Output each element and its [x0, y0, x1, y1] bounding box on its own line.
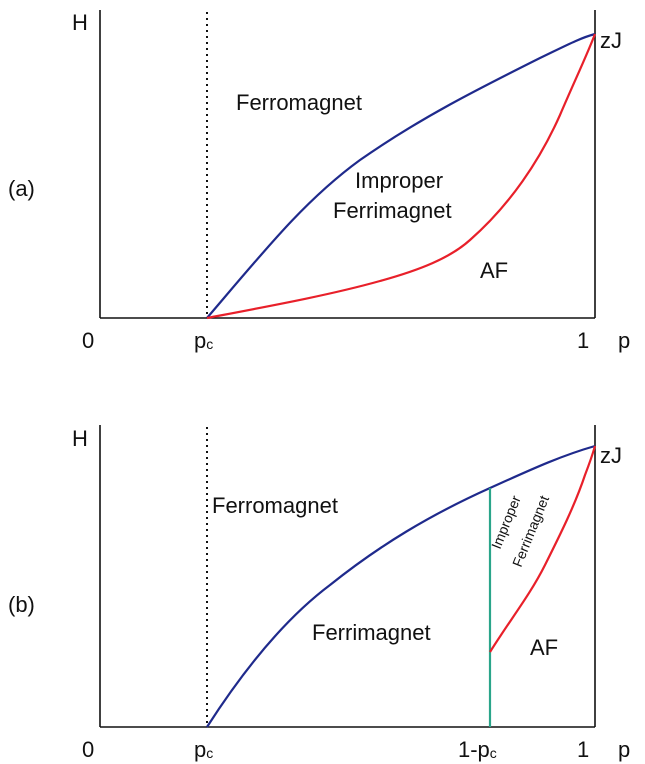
panel-a-improper-label-line1: Improper	[355, 168, 443, 193]
panel-a-pc-main: p	[194, 328, 206, 353]
panel-a-zj-label: zJ	[600, 28, 622, 53]
panel-b-one-label: 1	[577, 737, 589, 762]
panel-b-one-minus-pc-main: 1-p	[458, 737, 490, 762]
panel-b-zj-label: zJ	[600, 443, 622, 468]
panel-a: H (a) zJ Ferromagnet Improper Ferrimagne…	[8, 10, 630, 353]
panel-b-origin-label: 0	[82, 737, 94, 762]
panel-a-pc-subscript: c	[206, 336, 213, 352]
panel-b-pc-subscript: c	[206, 745, 213, 761]
panel-b-ferromagnet-label: Ferromagnet	[212, 493, 338, 518]
panel-a-x-axis-label: p	[618, 328, 630, 353]
panel-b-ferrimagnet-label: Ferrimagnet	[312, 620, 431, 645]
panel-b-one-minus-pc-label: 1-pc	[458, 737, 497, 762]
panel-b-pc-label: pc	[194, 737, 213, 762]
panel-a-origin-label: 0	[82, 328, 94, 353]
panel-a-ferro-boundary-curve	[206, 32, 596, 319]
panel-a-af-boundary-curve	[206, 33, 597, 320]
panel-a-improper-label-line2: Ferrimagnet	[333, 198, 452, 223]
panel-a-y-axis-label: H	[72, 10, 88, 35]
panel-a-pc-label: pc	[194, 328, 213, 353]
panel-b-af-label: AF	[530, 635, 558, 660]
panel-a-af-label: AF	[480, 258, 508, 283]
panel-a-ferromagnet-label: Ferromagnet	[236, 90, 362, 115]
panel-a-one-label: 1	[577, 328, 589, 353]
panel-b-ferro-boundary-curve	[206, 444, 596, 728]
panel-b-tag: (b)	[8, 592, 35, 617]
panel-a-tag: (a)	[8, 176, 35, 201]
panel-b-pc-main: p	[194, 737, 206, 762]
panel-b-x-axis-label: p	[618, 737, 630, 762]
panel-b-y-axis-label: H	[72, 426, 88, 451]
panel-b-af-boundary-curve	[489, 445, 597, 653]
panel-b-one-minus-pc-subscript: c	[490, 745, 497, 761]
panel-b: H (b) zJ Ferromagnet Ferrimagnet Imprope…	[8, 425, 630, 762]
